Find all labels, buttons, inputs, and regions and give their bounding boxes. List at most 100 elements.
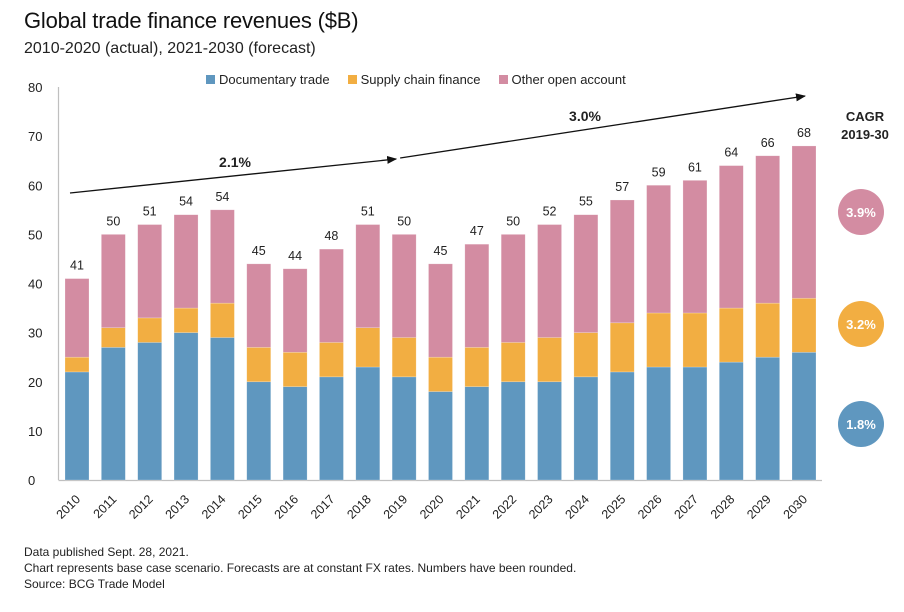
- y-tick-label: 50: [28, 227, 42, 242]
- bar-segment-documentary-trade: [101, 347, 126, 481]
- bar-stack-2025: [609, 199, 635, 481]
- total-label: 45: [252, 244, 266, 258]
- bar-stack-2015: [246, 263, 272, 481]
- total-label: 50: [106, 214, 120, 228]
- bar-segment-supply-chain-finance: [319, 342, 344, 378]
- bar-segment-other-open-account: [791, 145, 817, 299]
- bar-segment-documentary-trade: [573, 376, 599, 481]
- legend-item-supply-chain-finance: Supply chain finance: [347, 72, 481, 87]
- total-labels: 41 50 51 54 54 45 44 48 51 50 45 47 50 52 55 57 59 61 64 66…: [70, 126, 811, 273]
- x-tick-label: 2017: [308, 492, 338, 522]
- bar-segment-documentary-trade: [791, 351, 817, 481]
- total-label: 68: [797, 126, 811, 140]
- x-tick-label: 2030: [781, 492, 811, 522]
- total-label: 50: [397, 214, 411, 228]
- bar-stack-2029: [755, 155, 780, 481]
- y-tick-label: 30: [28, 326, 42, 341]
- bar-segment-supply-chain-finance: [500, 342, 526, 383]
- cagr-heading-line1: CAGR: [845, 109, 885, 124]
- bar-segment-other-open-account: [718, 165, 744, 309]
- bar-segment-other-open-account: [573, 214, 599, 333]
- bar-segment-supply-chain-finance: [755, 302, 780, 358]
- y-tick-label: 70: [28, 129, 42, 144]
- x-tick-label: 2028: [708, 492, 738, 522]
- bar-stack-2019: [391, 234, 417, 481]
- y-tick-label: 10: [28, 424, 42, 439]
- bar-segment-documentary-trade: [319, 376, 344, 481]
- bar-segment-supply-chain-finance: [137, 317, 162, 343]
- bar-segment-other-open-account: [137, 224, 162, 319]
- total-label: 51: [361, 205, 375, 219]
- x-tick-label: 2011: [91, 492, 120, 521]
- x-tick-label: 2021: [453, 492, 483, 522]
- bar-segment-other-open-account: [682, 180, 708, 314]
- legend-swatch-supply-chain-finance: [347, 75, 357, 84]
- total-label: 64: [724, 146, 738, 160]
- bar-segment-supply-chain-finance: [537, 337, 562, 383]
- y-tick-label: 60: [28, 178, 42, 193]
- bar-segment-supply-chain-finance: [101, 327, 126, 348]
- bar-segment-supply-chain-finance: [64, 356, 90, 373]
- total-label: 48: [324, 229, 338, 243]
- bar-segment-supply-chain-finance: [173, 307, 199, 333]
- bar-segment-other-open-account: [464, 243, 490, 348]
- trend-label: 2.1%: [219, 154, 251, 170]
- bar-segment-supply-chain-finance: [391, 337, 417, 378]
- bar-segment-documentary-trade: [609, 371, 635, 481]
- trend-arrow-line: [400, 93, 806, 159]
- bar-segment-supply-chain-finance: [791, 297, 817, 353]
- bar-stack-2020: [428, 263, 453, 481]
- total-label: 44: [288, 249, 302, 263]
- bar-segment-supply-chain-finance: [464, 347, 490, 387]
- cagr-documentary-trade: 1.8%: [838, 401, 884, 447]
- total-label: 54: [179, 195, 193, 209]
- bar-stack-2023: [537, 224, 562, 481]
- total-label: 45: [434, 244, 448, 258]
- x-tick-label: 2016: [272, 492, 302, 522]
- bar-segment-other-open-account: [246, 263, 272, 348]
- bar-segment-supply-chain-finance: [573, 332, 599, 378]
- bar-segment-documentary-trade: [210, 337, 235, 481]
- bar-segment-other-open-account: [646, 184, 671, 314]
- bar-stack-2013: [173, 214, 199, 481]
- bar-stack-2011: [101, 234, 126, 481]
- total-label: 51: [143, 205, 157, 219]
- bar-segment-documentary-trade: [682, 366, 708, 481]
- y-tick-label: 80: [28, 80, 42, 95]
- trend-arrow-line: [69, 155, 398, 194]
- trend-label: 3.0%: [569, 108, 601, 124]
- bar-segment-other-open-account: [355, 224, 381, 329]
- bar-segment-documentary-trade: [464, 386, 490, 481]
- bar-stack-2010: [64, 278, 90, 481]
- bar-segment-other-open-account: [210, 209, 235, 304]
- bar-stack-2012: [137, 224, 162, 481]
- bar-segment-supply-chain-finance: [682, 312, 708, 368]
- footnote-scenario: Chart represents base case scenario. For…: [24, 561, 577, 575]
- bar-segment-other-open-account: [173, 214, 199, 309]
- bar-segment-supply-chain-finance: [609, 322, 635, 373]
- bar-segment-other-open-account: [755, 155, 780, 304]
- total-label: 47: [470, 224, 484, 238]
- bar-stack-2021: [464, 243, 490, 481]
- bar-stack-2028: [718, 165, 744, 481]
- bar-segment-documentary-trade: [500, 381, 526, 481]
- bar-segment-other-open-account: [500, 234, 526, 343]
- footnote-source: Source: BCG Trade Model: [24, 577, 165, 591]
- bar-stack-2018: [355, 224, 381, 481]
- total-label: 57: [615, 180, 629, 194]
- x-tick-label: 2020: [417, 492, 447, 522]
- bar-stack-2027: [682, 180, 708, 481]
- legend-item-documentary-trade: Documentary trade: [206, 72, 330, 87]
- x-tick-label: 2027: [672, 492, 702, 522]
- bar-segment-documentary-trade: [246, 381, 272, 481]
- bar-stack-2014: [210, 209, 235, 481]
- bar-segment-documentary-trade: [755, 356, 780, 481]
- legend-label: Supply chain finance: [360, 72, 481, 87]
- bar-segment-supply-chain-finance: [428, 356, 453, 392]
- trend-arrows: 2.1% 3.0%: [69, 93, 806, 194]
- x-tick-label: 2013: [163, 492, 193, 522]
- bar-stack-2022: [500, 234, 526, 481]
- total-label: 66: [761, 136, 775, 150]
- x-tick-label: 2014: [199, 492, 229, 522]
